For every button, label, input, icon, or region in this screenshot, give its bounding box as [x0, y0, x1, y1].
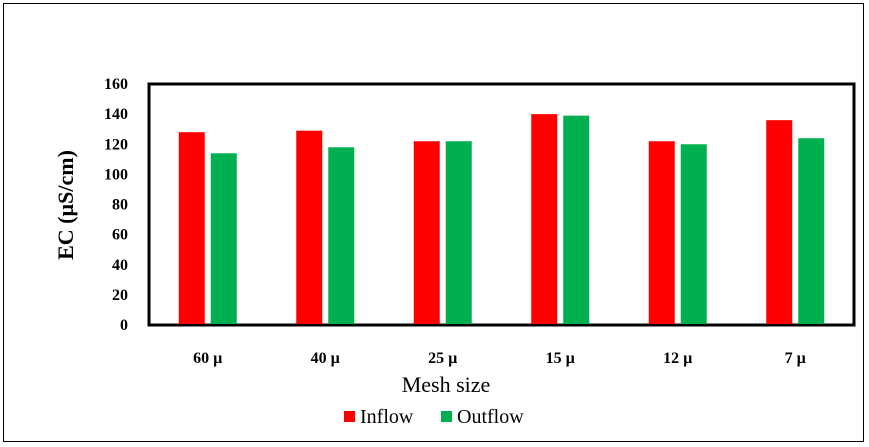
bars-group: [149, 114, 854, 326]
bar-outflow-3: [563, 115, 590, 325]
bar-inflow-3: [531, 114, 558, 325]
legend-label-inflow: Inflow: [360, 406, 414, 428]
y-tick-label: 160: [104, 76, 128, 93]
legend-swatch-inflow: [344, 411, 355, 422]
bar-outflow-5: [798, 138, 825, 325]
y-tick-label: 140: [104, 106, 128, 123]
x-category-label: 25 µ: [428, 350, 457, 367]
x-axis-title: Mesh size: [402, 372, 491, 397]
bar-outflow-2: [445, 141, 472, 325]
bar-inflow-2: [413, 141, 440, 325]
x-axis-categories: 60 µ 40 µ 25 µ 15 µ 12 µ 7 µ: [193, 350, 806, 367]
legend: Inflow Outflow: [344, 406, 524, 428]
x-category-label: 15 µ: [546, 350, 575, 367]
legend-swatch-outflow: [441, 411, 452, 422]
x-category-label: 40 µ: [311, 350, 340, 367]
y-tick-label: 100: [104, 166, 128, 183]
y-tick-label: 20: [112, 287, 128, 304]
bar-inflow-5: [766, 120, 793, 326]
bar-inflow-1: [296, 130, 323, 325]
bar-inflow-4: [648, 141, 675, 325]
x-category-label: 12 µ: [663, 350, 692, 367]
y-tick-label: 60: [112, 227, 128, 244]
y-tick-label: 80: [112, 197, 128, 214]
bar-outflow-1: [328, 147, 355, 325]
bar-outflow-4: [680, 144, 707, 325]
legend-label-outflow: Outflow: [457, 406, 524, 428]
plot-area-border: [147, 82, 856, 327]
y-axis-ticks: 0 20 40 60 80 100 120 140 160: [104, 76, 128, 334]
bar-outflow-0: [210, 153, 237, 325]
x-category-label: 7 µ: [785, 350, 806, 367]
y-tick-label: 120: [104, 136, 128, 153]
y-axis-title: EC (µS/cm): [53, 150, 78, 260]
y-tick-label: 0: [120, 317, 128, 334]
x-category-label: 60 µ: [193, 350, 222, 367]
y-tick-label: 40: [112, 257, 128, 274]
bar-inflow-0: [178, 132, 205, 325]
